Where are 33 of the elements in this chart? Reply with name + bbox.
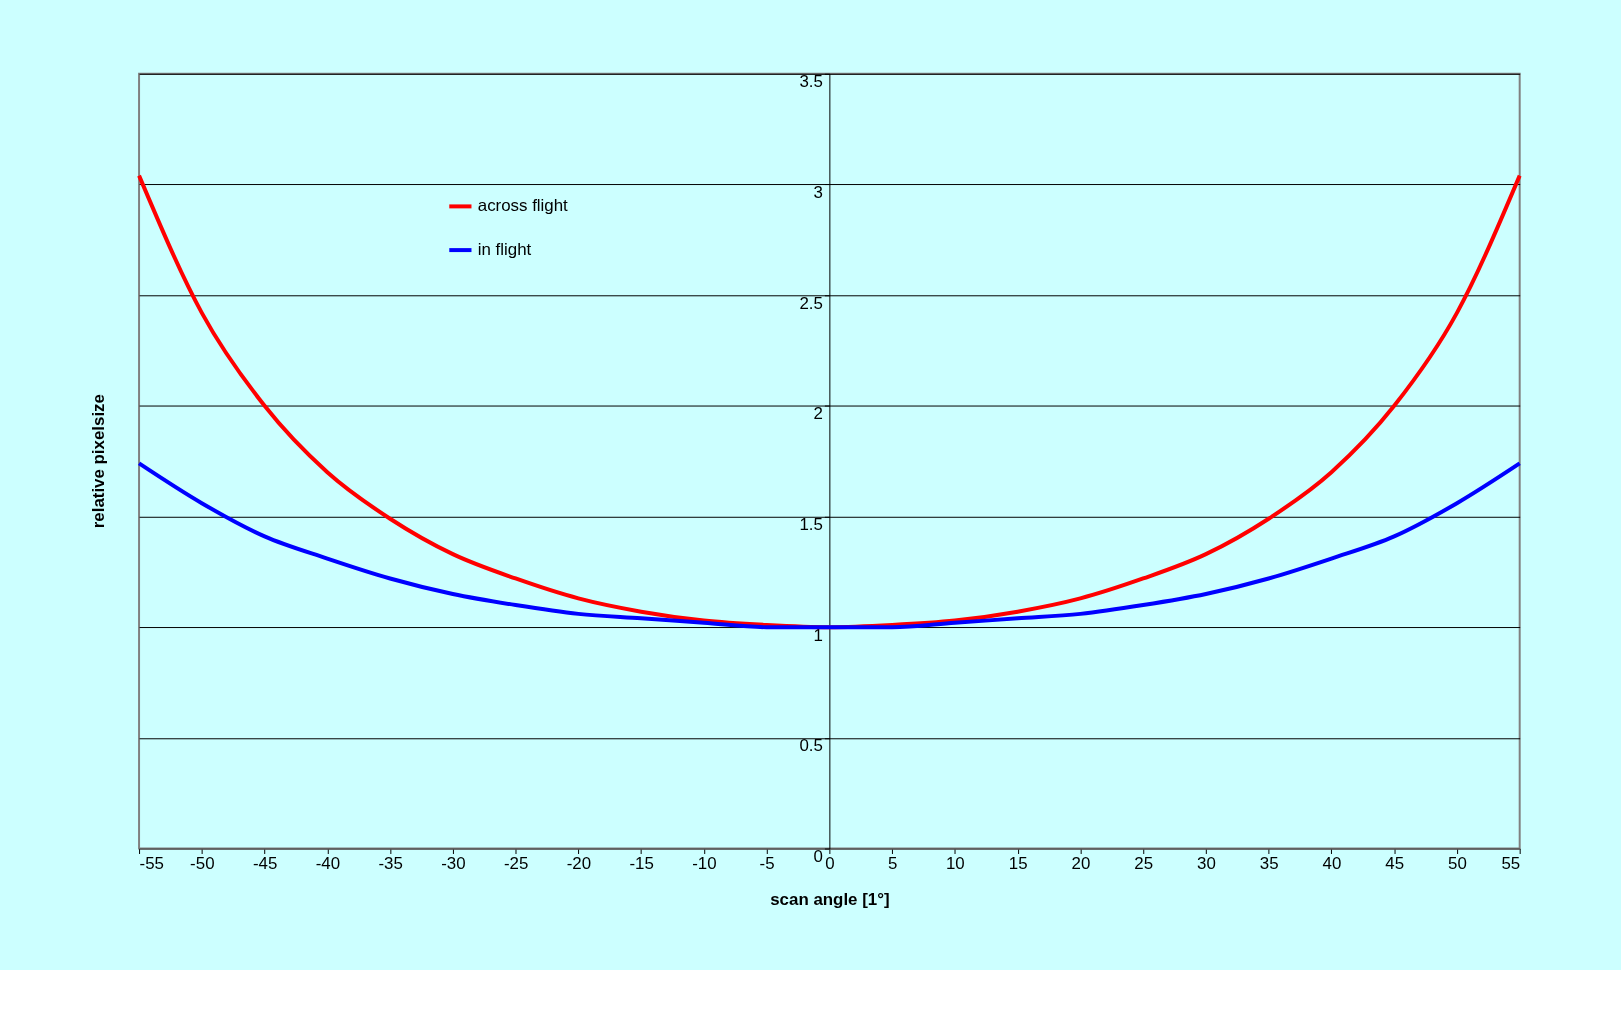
x-tick-label: 45 xyxy=(1385,853,1405,873)
x-tick-label: -25 xyxy=(503,853,529,873)
y-tick-label: 0.5 xyxy=(799,736,823,756)
x-tick-label: 40 xyxy=(1322,853,1342,873)
x-tick-label: 10 xyxy=(945,853,965,873)
x-tick-label: 50 xyxy=(1448,853,1467,873)
x-tick-label: 5 xyxy=(887,853,898,873)
y-tick-label: 2.5 xyxy=(799,293,823,313)
x-tick-label: 55 xyxy=(1501,853,1521,873)
x-tick-label: -10 xyxy=(692,853,717,873)
y-tick-label: 3.5 xyxy=(799,72,823,92)
y-tick-label: 2 xyxy=(813,404,823,424)
x-tick-label: -5 xyxy=(759,853,775,873)
x-tick-label: -30 xyxy=(441,853,466,873)
x-tick-label: -35 xyxy=(378,853,403,873)
x-tick-label: -45 xyxy=(252,853,278,873)
y-axis-title: relative pixelsize xyxy=(89,394,109,529)
x-tick-label: -40 xyxy=(315,853,341,873)
x-axis-title: scan angle [1°] xyxy=(770,889,890,909)
legend-label: across flight xyxy=(477,196,569,216)
x-tick-label: 20 xyxy=(1071,853,1091,873)
x-tick-label: -55 xyxy=(139,853,164,873)
x-tick-label: 35 xyxy=(1259,853,1279,873)
y-tick-label: 1 xyxy=(813,625,823,645)
x-tick-label: 25 xyxy=(1134,853,1154,873)
x-tick-label: -20 xyxy=(566,853,592,873)
y-tick-label: 1.5 xyxy=(799,514,823,534)
x-tick-label: -50 xyxy=(190,853,215,873)
x-tick-label: 15 xyxy=(1008,853,1028,873)
x-tick-label: 30 xyxy=(1197,853,1216,873)
legend-label: in flight xyxy=(477,240,532,260)
x-tick-label: -15 xyxy=(629,853,654,873)
y-tick-label: 3 xyxy=(813,182,823,202)
